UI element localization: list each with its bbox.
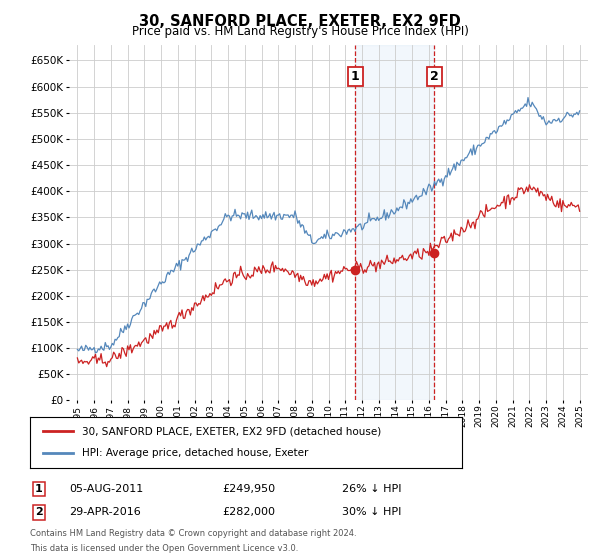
Text: £249,950: £249,950 bbox=[222, 484, 275, 494]
Text: 29-APR-2016: 29-APR-2016 bbox=[69, 507, 141, 517]
Text: This data is licensed under the Open Government Licence v3.0.: This data is licensed under the Open Gov… bbox=[30, 544, 298, 553]
Bar bbox=[355, 45, 434, 400]
Text: 26% ↓ HPI: 26% ↓ HPI bbox=[342, 484, 401, 494]
Text: 05-AUG-2011: 05-AUG-2011 bbox=[69, 484, 143, 494]
Text: 30, SANFORD PLACE, EXETER, EX2 9FD: 30, SANFORD PLACE, EXETER, EX2 9FD bbox=[139, 14, 461, 29]
Text: £282,000: £282,000 bbox=[222, 507, 275, 517]
Text: Price paid vs. HM Land Registry's House Price Index (HPI): Price paid vs. HM Land Registry's House … bbox=[131, 25, 469, 38]
Text: 30, SANFORD PLACE, EXETER, EX2 9FD (detached house): 30, SANFORD PLACE, EXETER, EX2 9FD (deta… bbox=[82, 426, 381, 436]
Text: 30% ↓ HPI: 30% ↓ HPI bbox=[342, 507, 401, 517]
Text: 2: 2 bbox=[430, 69, 439, 83]
Text: 2: 2 bbox=[35, 507, 43, 517]
Text: HPI: Average price, detached house, Exeter: HPI: Average price, detached house, Exet… bbox=[82, 449, 308, 459]
Text: 1: 1 bbox=[35, 484, 43, 494]
Text: 1: 1 bbox=[351, 69, 359, 83]
Text: Contains HM Land Registry data © Crown copyright and database right 2024.: Contains HM Land Registry data © Crown c… bbox=[30, 529, 356, 538]
